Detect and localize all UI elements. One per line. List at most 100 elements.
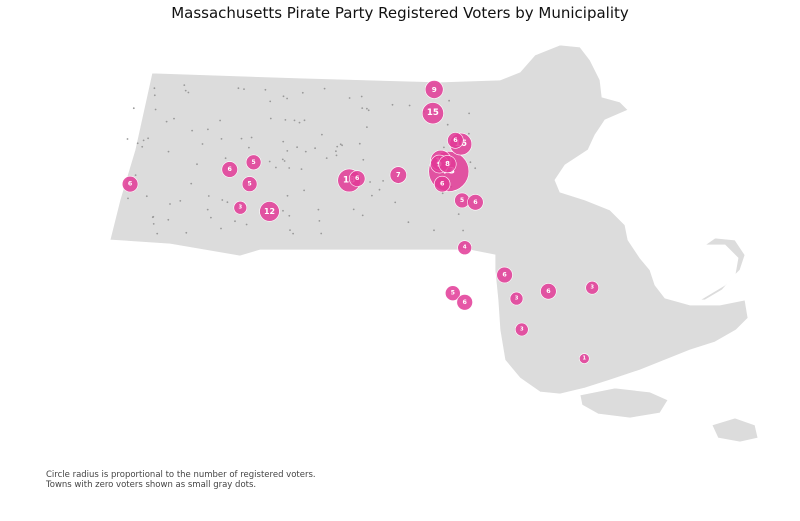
zero-voter-dot [298,121,301,124]
voter-bubble-label: 1 [583,356,587,362]
zero-voter-dot [293,119,296,122]
zero-voter-dot [304,150,307,153]
zero-voter-dot [296,146,298,149]
voter-bubble-label: 15 [427,108,439,118]
zero-voter-dot [282,140,285,143]
zero-voter-dot [250,136,253,139]
zero-voter-dot [361,214,364,217]
zero-voter-dot [448,99,450,102]
zero-voter-dot [179,200,182,202]
zero-voter-dot [391,103,394,106]
voter-bubble-label: 9 [432,85,437,94]
zero-voter-dot [134,174,137,177]
zero-voter-dot [167,150,170,153]
zero-voter-dots [126,84,477,235]
zero-voter-dot [282,95,285,98]
zero-voter-dot [196,163,198,166]
map-title: Massachusetts Pirate Party Registered Vo… [171,4,629,22]
zero-voter-dot [300,168,303,171]
voter-bubble [424,80,444,99]
zero-voter-dot [281,158,284,161]
zero-voter-dot [441,192,444,195]
zero-voter-dot [156,232,159,235]
zero-voter-dot [286,150,289,152]
voter-bubble [233,200,248,215]
voter-bubble-label: 3 [515,296,519,302]
voter-bubble [221,161,238,178]
zero-voter-dot [237,87,240,90]
voter-bubble [509,291,524,306]
zero-voter-dot [336,145,339,148]
voter-bubble-label: 3 [520,327,524,333]
zero-voter-dot [201,143,204,145]
zero-voter-dot [132,107,135,110]
voter-bubble-label: 5 [248,181,252,188]
voter-bubble-label: 4 [463,245,467,251]
state-landmass [109,44,759,443]
zero-voter-dot [303,189,305,192]
zero-voter-dot [468,132,470,135]
voter-bubble [456,294,473,311]
zero-voter-dot [224,157,227,160]
voter-bubble [421,102,444,125]
zero-voter-dot [394,201,397,204]
zero-voter-dot [474,167,477,170]
zero-voter-dot [207,195,210,197]
voter-bubble-label: 3 [590,285,594,291]
nantucket-shape [711,417,759,443]
zero-voter-dot [184,89,187,92]
zero-voter-dot [167,218,170,221]
zero-voter-dot [366,107,368,110]
zero-voter-dot [303,119,306,122]
voter-bubble [467,194,484,211]
zero-voter-dot [457,213,460,216]
zero-voter-dot [248,146,250,149]
zero-voter-dot [243,88,245,90]
footnote-radius: Circle radius is proportional to the num… [46,470,316,480]
voter-bubble-label: 6 [463,299,468,306]
zero-voter-dot [288,214,291,217]
zero-voter-dot [264,88,267,91]
zero-voter-dot [289,229,291,232]
zero-voter-dot [358,142,361,145]
voter-bubble-label: 3 [238,205,242,211]
zero-voter-dot [292,232,294,235]
zero-voter-dot [275,166,277,169]
zero-voter-dot [165,120,168,123]
zero-voter-dot [187,91,190,94]
zero-voter-dot [321,133,323,136]
zero-voter-dot [369,181,371,183]
zero-voter-dot [361,107,364,109]
zero-voter-dot [320,232,323,235]
zero-voter-dot [317,208,320,211]
zero-voter-dot [283,160,286,162]
voter-bubble-label: 6 [473,199,478,206]
zero-voter-dot [153,87,156,90]
voter-bubble-label: 6 [128,181,133,188]
zero-voter-dot [152,223,155,225]
zero-voter-dot [268,160,271,163]
zero-voter-dot [318,220,321,222]
zero-voter-dot [288,167,291,169]
zero-voter-dot [408,104,411,107]
voter-bubble [444,285,461,302]
voter-bubble [540,283,557,300]
zero-voter-dot [323,87,326,90]
zero-voter-dot [367,109,370,112]
zero-voter-dot [219,119,222,122]
zero-voter-dot [360,95,363,98]
zero-voter-dot [220,227,222,230]
voter-bubble-label: 6 [355,175,360,182]
voter-bubble-label: 5 [451,290,455,297]
zero-voter-dot [142,139,145,142]
voter-bubble [578,353,590,364]
voter-bubble [245,154,262,171]
voter-bubble [349,170,366,187]
zero-voter-dot [462,229,464,232]
zero-voter-dot [245,223,248,226]
voter-bubble [447,132,464,149]
zero-voter-dot [371,194,373,197]
voter-bubble-label: 6 [453,137,458,144]
zero-voter-dot [468,112,470,115]
